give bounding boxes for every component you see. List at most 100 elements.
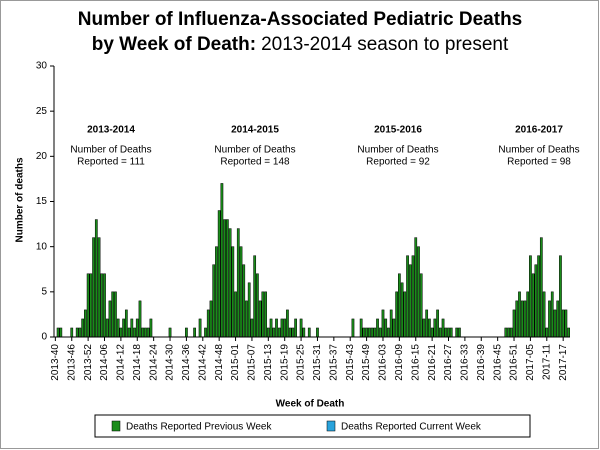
- bar: [351, 318, 355, 338]
- bar: [441, 318, 445, 338]
- bar: [509, 327, 513, 338]
- season-note: Reported = 111: [77, 157, 145, 168]
- bar: [378, 327, 382, 338]
- bar: [436, 309, 439, 338]
- y-tick-label: 30: [36, 61, 48, 72]
- bar: [539, 237, 543, 338]
- bar: [381, 309, 385, 338]
- x-tick-label: 2015-37: [328, 344, 339, 381]
- chart-title-bold: by Week of Death:: [92, 34, 256, 55]
- bar: [119, 327, 123, 338]
- bar: [124, 309, 128, 338]
- bar: [438, 327, 442, 338]
- bar: [206, 309, 210, 338]
- x-tick-label: 2016-45: [492, 344, 503, 381]
- bar: [515, 300, 519, 338]
- bar: [261, 291, 265, 338]
- bar: [400, 282, 404, 338]
- bar: [430, 327, 434, 338]
- bar: [75, 327, 79, 338]
- bar: [406, 255, 409, 338]
- bar: [283, 318, 287, 338]
- bar: [127, 327, 131, 338]
- x-axis-label: Week of Death: [276, 399, 345, 410]
- bar: [362, 327, 366, 338]
- x-tick-label: 2013-46: [66, 344, 77, 381]
- bar: [280, 318, 284, 338]
- bar: [215, 246, 218, 338]
- x-tick-label: 2017-11: [541, 344, 552, 380]
- bar: [531, 273, 535, 338]
- bar: [130, 318, 134, 338]
- y-tick-label: 25: [36, 106, 48, 117]
- x-tick-label: 2016-21: [427, 344, 438, 381]
- bar: [523, 300, 527, 338]
- season-note: Number of Deaths: [357, 145, 438, 156]
- bar: [556, 300, 560, 338]
- x-tick-label: 2016-51: [509, 344, 520, 381]
- season-label: 2015-2016: [374, 125, 422, 136]
- bar: [417, 246, 420, 338]
- bar: [141, 327, 145, 338]
- bar: [146, 327, 150, 338]
- bar: [138, 300, 142, 338]
- bar: [537, 255, 540, 338]
- bar: [359, 318, 363, 338]
- bar: [92, 237, 95, 338]
- bar: [395, 291, 398, 338]
- y-axis-label: Number of deaths: [15, 157, 26, 242]
- x-tick-label: 2014-36: [181, 344, 192, 381]
- bar: [294, 318, 297, 338]
- bar: [373, 327, 377, 338]
- bar: [250, 318, 254, 338]
- y-tick-label: 15: [36, 196, 48, 207]
- season-note: Reported = 148: [220, 157, 290, 168]
- y-tick-label: 20: [36, 151, 48, 162]
- x-tick-label: 2016-33: [460, 344, 471, 381]
- x-tick-label: 2017-05: [525, 344, 536, 381]
- x-tick-label: 2016-27: [443, 344, 454, 381]
- bar: [286, 309, 289, 338]
- bar: [56, 327, 60, 338]
- bar: [387, 327, 390, 338]
- bar: [458, 327, 461, 338]
- bar: [242, 264, 246, 338]
- bar: [447, 327, 450, 338]
- bar: [236, 228, 240, 338]
- season-label: 2013-2014: [87, 125, 135, 136]
- bar: [389, 309, 393, 338]
- bar: [433, 318, 437, 338]
- bar: [504, 327, 508, 338]
- bar: [86, 273, 90, 338]
- bar: [204, 327, 207, 338]
- bar: [542, 291, 546, 338]
- bar: [253, 255, 257, 338]
- bar: [403, 291, 407, 338]
- bar: [114, 291, 117, 338]
- bar: [398, 273, 401, 338]
- x-tick-label: 2015-01: [230, 344, 241, 381]
- bar: [512, 309, 516, 338]
- bar: [269, 318, 273, 338]
- bar: [376, 318, 379, 338]
- x-tick-label: 2015-49: [361, 344, 372, 381]
- bar: [111, 291, 115, 338]
- bar: [81, 318, 85, 338]
- x-tick-label: 2015-19: [279, 344, 290, 381]
- bar: [228, 228, 232, 338]
- bar: [302, 327, 306, 338]
- y-tick-label: 10: [36, 241, 48, 252]
- bar: [193, 327, 196, 338]
- season-note: Reported = 92: [366, 157, 430, 168]
- bar: [455, 327, 459, 338]
- bar: [299, 318, 303, 338]
- bar: [567, 327, 570, 338]
- bar: [288, 327, 292, 338]
- bar: [548, 300, 551, 338]
- bar: [414, 237, 418, 338]
- bar: [209, 300, 213, 338]
- bar: [78, 327, 82, 338]
- x-tick-label: 2015-25: [296, 344, 307, 381]
